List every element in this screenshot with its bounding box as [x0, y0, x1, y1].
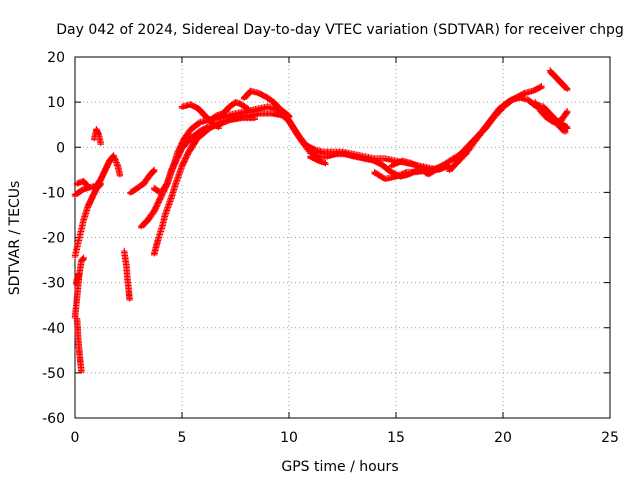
series-early-segment-a	[73, 177, 91, 189]
y-tick-label: 10	[47, 95, 65, 111]
x-tick-label: 0	[71, 430, 80, 446]
series-drop-2p4	[121, 247, 133, 302]
y-tick-label: 20	[47, 50, 65, 66]
axis-ticks: 0 5 10 15 20 25 -60 -50 -40 -30 -20 -10 0 10 20	[42, 50, 619, 446]
data-point-markers	[206, 98, 252, 124]
data-point-markers	[371, 166, 432, 182]
series-end-spike	[546, 67, 571, 92]
data-point-markers	[553, 108, 571, 126]
y-axis-label: SDTVAR / TECUs	[7, 181, 23, 296]
data-point-markers	[446, 83, 545, 173]
x-tick-label: 20	[494, 430, 512, 446]
series-rise-2p6	[127, 166, 158, 196]
data-point-markers	[73, 315, 85, 374]
y-tick-label: -50	[42, 366, 65, 382]
x-tick-label: 25	[601, 430, 619, 446]
data-point-markers	[71, 180, 104, 259]
data-point-markers	[151, 110, 288, 257]
x-tick-label: 10	[280, 430, 298, 446]
x-tick-label: 15	[387, 430, 405, 446]
series-end-d	[553, 108, 571, 126]
y-tick-label: 0	[56, 140, 65, 156]
series-spike-1	[91, 126, 104, 146]
chart-title: Day 042 of 2024, Sidereal Day-to-day VTE…	[56, 22, 624, 38]
series-bump-6	[206, 98, 252, 124]
series-rise-18	[446, 83, 545, 173]
series-rise-4p2	[151, 114, 258, 196]
x-axis-label: GPS time / hours	[281, 459, 398, 475]
y-tick-label: -60	[42, 411, 65, 427]
data-point-markers	[73, 177, 91, 189]
data-point-markers	[127, 166, 158, 196]
series-spike-2	[72, 270, 83, 286]
data-point-markers	[307, 153, 329, 167]
series-lower-trace-1	[71, 180, 104, 259]
data-point-markers	[71, 254, 87, 320]
y-tick-label: -10	[42, 185, 65, 201]
series-mid-c	[307, 153, 329, 167]
y-tick-label: -30	[42, 276, 65, 292]
data-point-markers	[121, 247, 133, 302]
data-point-markers	[72, 270, 83, 286]
data-point-markers	[151, 114, 258, 196]
x-tick-label: 5	[178, 430, 187, 446]
grid-lines	[75, 57, 610, 418]
data-point-markers	[91, 126, 104, 146]
y-tick-label: -20	[42, 231, 65, 247]
data-point-markers	[546, 67, 571, 92]
data-markers	[71, 67, 571, 374]
y-tick-label: -40	[42, 321, 65, 337]
series-lower-trace-2	[71, 254, 87, 320]
series-rise-3p8	[151, 110, 288, 257]
series-drop-trace	[73, 315, 85, 374]
series-mid-d	[371, 166, 432, 182]
